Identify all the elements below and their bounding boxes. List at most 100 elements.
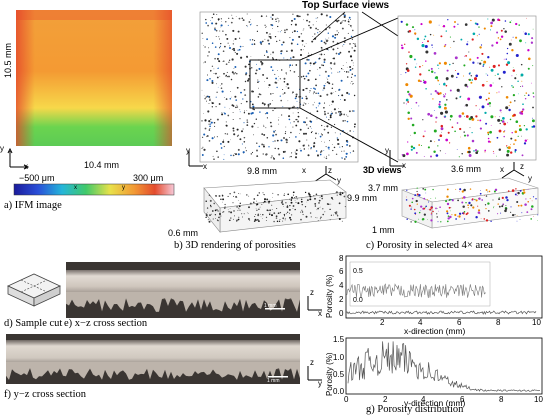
pore-dot [211, 42, 214, 44]
pore-dot [519, 190, 522, 192]
pore-dot [511, 213, 515, 217]
py-ytick-15: 1.5 [333, 335, 345, 344]
pore-dot [308, 21, 311, 23]
pore-dot [476, 56, 479, 59]
pore-dot [320, 53, 323, 56]
pore-dot [337, 47, 339, 49]
pore-dot [487, 131, 490, 134]
pore-dot [279, 218, 281, 221]
pore-dot [501, 196, 504, 200]
pore-dot [505, 63, 509, 66]
pore-dot [492, 82, 494, 84]
pore-dot [315, 150, 318, 152]
pore-dot [223, 154, 225, 156]
pore-dot [214, 218, 216, 220]
pore-dot [226, 133, 229, 135]
pore-dot [277, 21, 279, 23]
pore-dot [407, 90, 410, 94]
py-xlabel: y-direction (mm) [404, 398, 466, 408]
pore-dot [291, 93, 293, 94]
pore-dot [238, 216, 240, 218]
pore-dot [500, 119, 503, 122]
pore-dot [266, 56, 270, 59]
pore-dot [317, 29, 319, 31]
pore-dot [338, 89, 340, 91]
pore-dot [230, 21, 233, 24]
pore-dot [294, 97, 297, 100]
pore-dot [256, 194, 259, 197]
pore-dot [343, 43, 345, 46]
pore-dot [513, 113, 516, 117]
pore-dot [353, 49, 356, 52]
pore-dot [208, 103, 210, 104]
pore-dot [339, 98, 341, 100]
pore-dot [521, 80, 523, 82]
pore-dot [303, 121, 305, 124]
pore-dot [206, 100, 207, 102]
pore-dot [407, 117, 410, 120]
pore-dot [479, 47, 481, 48]
pore-dot [411, 108, 412, 110]
pore-dot [342, 120, 345, 122]
pore-dot [263, 105, 265, 107]
pore-dot [300, 218, 302, 221]
pore-dot [247, 217, 250, 220]
pore-dot [450, 207, 452, 208]
pore-dot [455, 70, 457, 71]
pore-dot [341, 68, 343, 70]
pore-dot [221, 90, 224, 93]
pore-dot [351, 47, 353, 49]
pore-dot [231, 48, 234, 50]
pore-dot [327, 75, 330, 77]
pore-dot [256, 149, 258, 152]
pore-dot [290, 57, 292, 59]
pore-dot [278, 20, 280, 22]
pore-dot [318, 53, 320, 55]
pore-dot [312, 93, 314, 95]
pore-dot [228, 75, 230, 78]
pore-dot [487, 56, 490, 59]
pore-dot [225, 98, 228, 100]
pore-dot [511, 85, 513, 87]
pore-dot [265, 153, 268, 156]
pore-dot [439, 150, 442, 152]
pore-dot [238, 205, 241, 208]
pore-dot [503, 199, 505, 200]
pore-dot [272, 28, 273, 29]
pore-dot [500, 112, 502, 114]
pore-dot [506, 149, 510, 153]
pore-dot [351, 59, 353, 62]
pore-dot [406, 196, 407, 198]
pore-dot [243, 213, 245, 215]
caption-g: g) Porosity distribution [366, 404, 464, 415]
pore-dot [263, 144, 265, 146]
pore-dot [406, 152, 409, 156]
pore-dot [498, 148, 502, 151]
pore-dot [300, 76, 303, 78]
pore-dot [437, 64, 439, 66]
pore-dot [262, 218, 263, 219]
pore-dot [209, 125, 211, 128]
pore-dot [323, 58, 326, 61]
pore-dot [438, 210, 439, 212]
pore-dot [292, 91, 294, 94]
pore-dot [279, 39, 281, 41]
pore-dot [465, 55, 467, 57]
pore-dot [285, 138, 288, 141]
pore-dot [307, 127, 309, 129]
pore-dot [317, 92, 320, 95]
pore-dot [327, 112, 329, 114]
pore-dot [241, 213, 243, 215]
pore-dot [229, 108, 230, 110]
pore-dot [420, 144, 423, 147]
pore-dot [321, 134, 323, 136]
pore-dot [324, 113, 327, 116]
pore-dot [449, 142, 451, 144]
pore-dot [422, 119, 424, 121]
pore-dot [218, 103, 221, 105]
pore-dot [430, 70, 434, 74]
pore-dot [312, 24, 314, 26]
pore-dot [478, 197, 481, 200]
pore-dot [430, 206, 433, 209]
pore-dot [324, 70, 327, 73]
